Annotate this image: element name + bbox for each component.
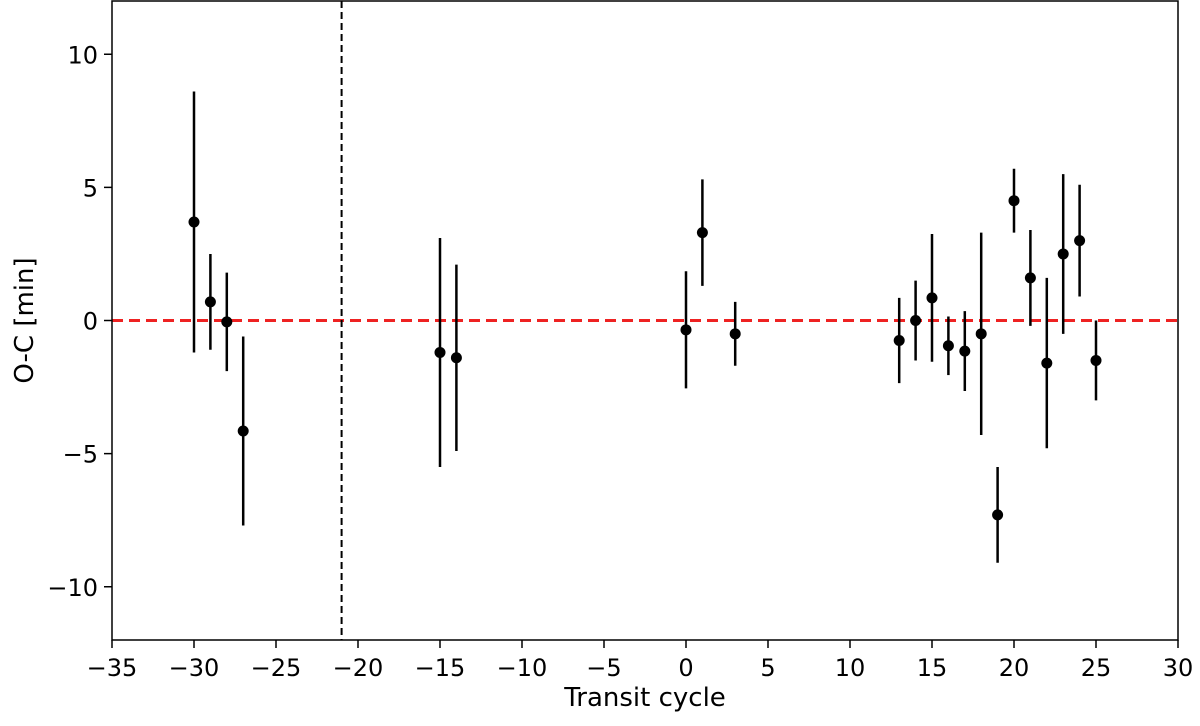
data-point (188, 216, 200, 228)
y-axis-label: O-C [min] (10, 257, 40, 383)
x-tick-label: 0 (678, 654, 693, 682)
x-tick-label: 15 (917, 654, 948, 682)
data-point (959, 345, 971, 357)
x-tick-label: −30 (169, 654, 220, 682)
data-point (975, 328, 987, 340)
data-point (1074, 235, 1086, 247)
x-tick-label: 20 (999, 654, 1030, 682)
x-tick-label: 10 (835, 654, 866, 682)
data-point (729, 328, 741, 340)
data-point (893, 334, 905, 346)
y-tick-label: 10 (67, 41, 98, 69)
data-point (1024, 272, 1036, 284)
y-tick-label: 0 (83, 308, 98, 336)
data-point (926, 292, 938, 304)
y-tick-label: 5 (83, 174, 98, 202)
data-point (221, 316, 233, 328)
x-tick-label: −35 (87, 654, 138, 682)
data-point (237, 425, 249, 437)
x-axis-label: Transit cycle (563, 683, 726, 713)
x-tick-label: −10 (497, 654, 548, 682)
x-tick-label: 25 (1081, 654, 1112, 682)
data-point (910, 315, 922, 326)
x-tick-label: 30 (1163, 654, 1194, 682)
axis-ticks: −35 −30 −25 −20 −15 −10 −5 0 5 10 15 20 25 30 −10 −5 0 5 1… (47, 41, 1193, 682)
data-point (1057, 248, 1069, 260)
y-tick-label: −5 (63, 441, 98, 469)
data-point (434, 346, 446, 358)
data-point (1008, 195, 1020, 207)
x-tick-label: −20 (333, 654, 384, 682)
data-point (696, 227, 708, 239)
data-point (942, 340, 954, 352)
x-tick-label: −5 (586, 654, 621, 682)
data-point (1041, 357, 1053, 369)
x-tick-label: 5 (760, 654, 775, 682)
data-point (1090, 354, 1102, 366)
data-point (680, 324, 692, 336)
y-tick-label: −10 (47, 574, 98, 602)
data-point (450, 352, 462, 364)
plot-frame (111, 0, 1179, 641)
x-tick-label: −25 (251, 654, 302, 682)
data-point (992, 509, 1004, 521)
x-tick-label: −15 (415, 654, 466, 682)
plot-area (112, 1, 1178, 640)
data-point (204, 296, 216, 308)
